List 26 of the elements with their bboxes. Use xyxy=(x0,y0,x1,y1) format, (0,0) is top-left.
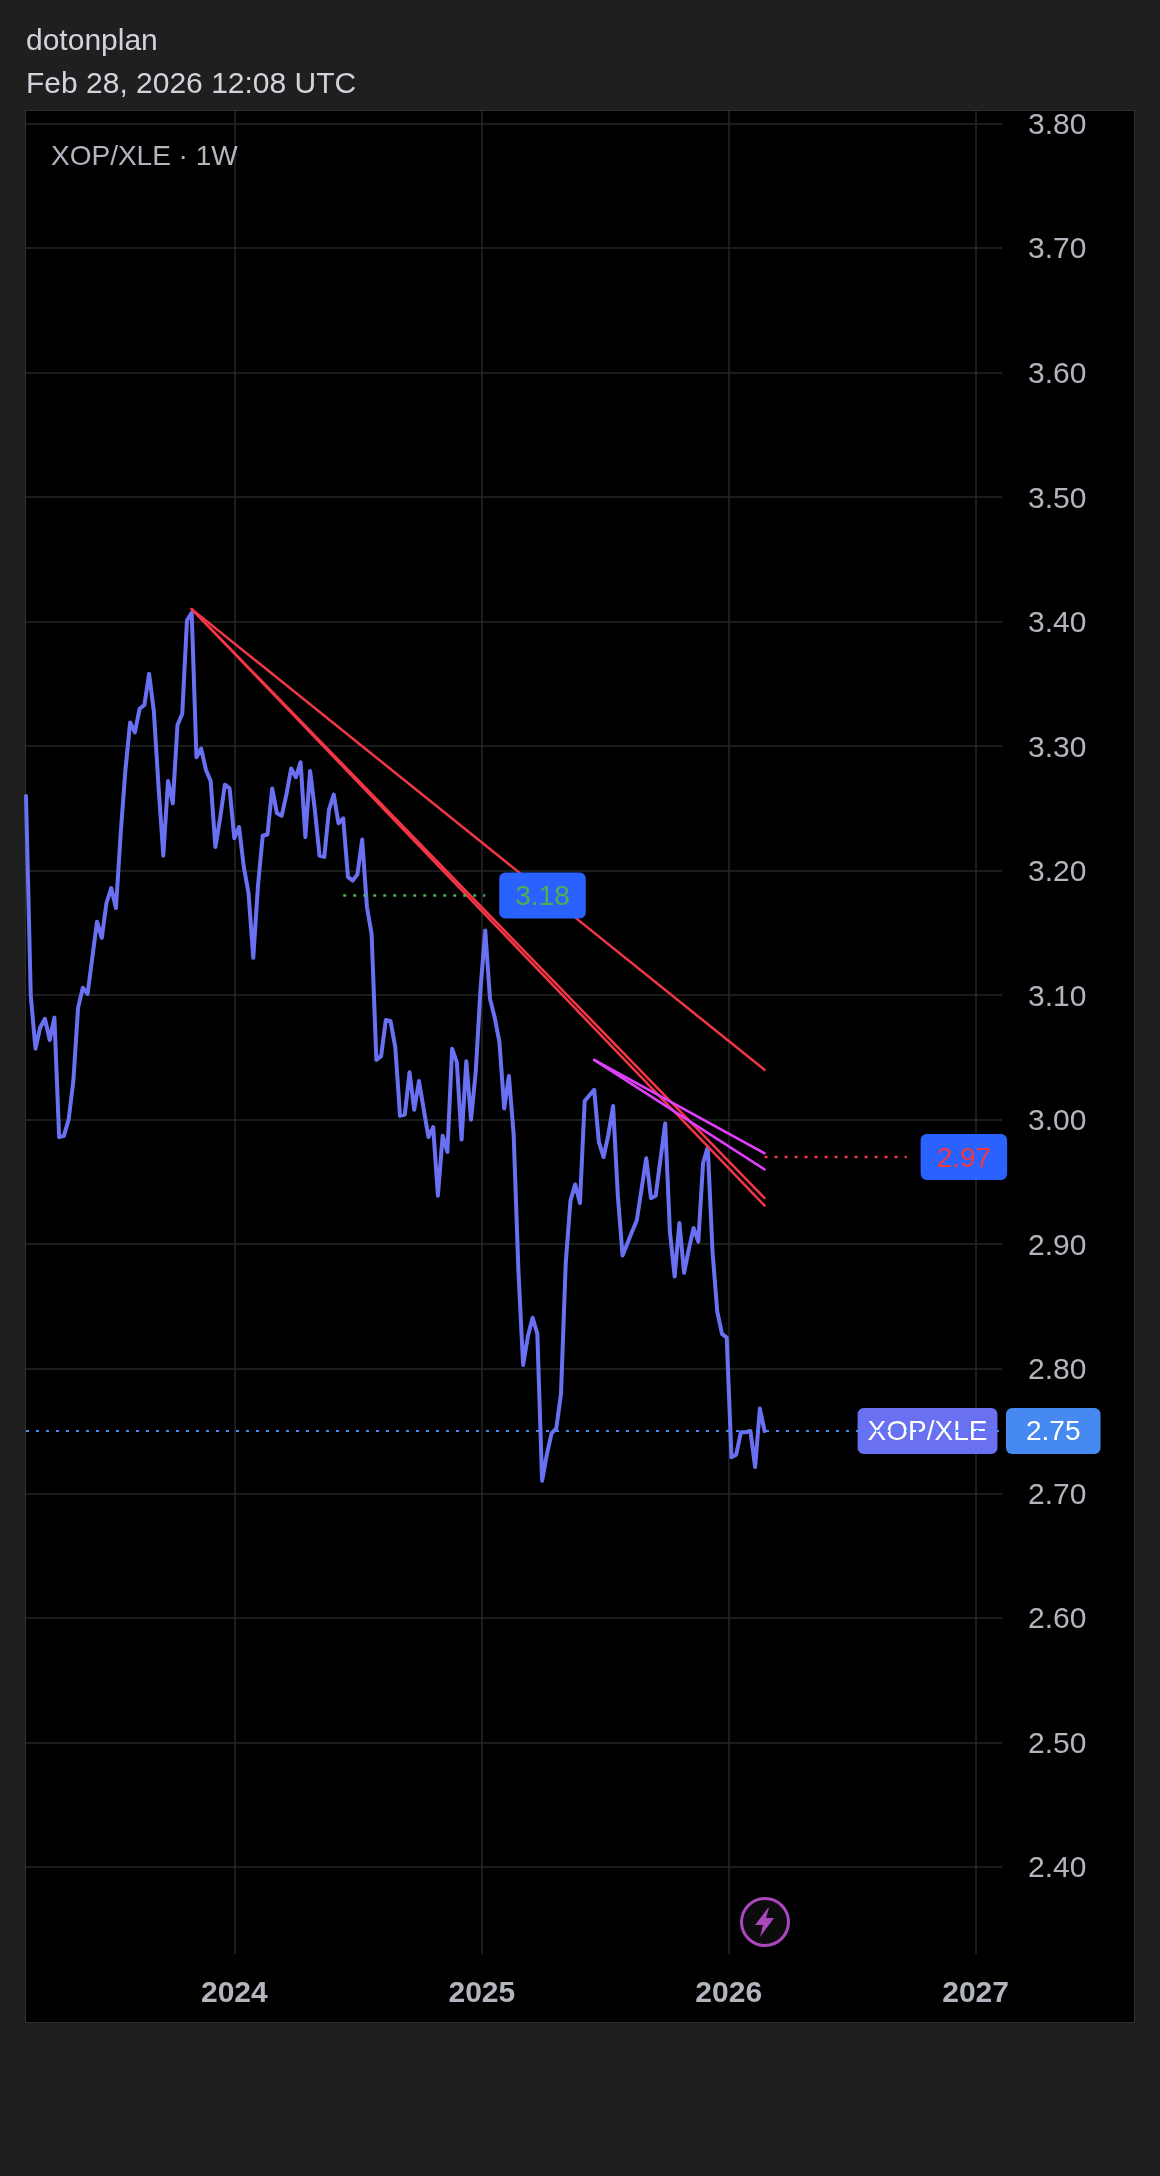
y-tick-label: 3.60 xyxy=(1028,356,1087,390)
x-tick-label: 2027 xyxy=(942,1974,1009,2008)
y-tick-label: 3.10 xyxy=(1028,978,1087,1012)
x-tick-label: 2026 xyxy=(695,1974,763,2008)
y-tick-label: 2.70 xyxy=(1028,1476,1087,1510)
y-tick-label: 3.00 xyxy=(1028,1103,1087,1137)
y-tick-label: 2.60 xyxy=(1028,1601,1087,1635)
y-tick-label: 2.50 xyxy=(1028,1725,1087,1759)
text: dotonplan xyxy=(26,22,158,58)
text: Feb 28, 2026 12:08 UTC xyxy=(26,65,357,101)
y-tick-label: 3.30 xyxy=(1028,729,1087,763)
x-tick-label: 2025 xyxy=(448,1974,516,2008)
y-tick-label: 2.90 xyxy=(1028,1227,1087,1261)
text: XOP/XLE xyxy=(867,1415,988,1447)
ref-line-label: 2.75 xyxy=(1026,1415,1081,1447)
y-tick-label: 3.70 xyxy=(1028,231,1087,265)
y-tick-label: 3.40 xyxy=(1028,605,1087,639)
y-tick-label: 3.20 xyxy=(1028,854,1087,888)
data-label: 3.18 xyxy=(515,880,570,912)
x-tick-label: 2024 xyxy=(200,1974,268,2008)
y-tick-label: 3.80 xyxy=(1028,106,1087,140)
y-tick-label: 2.80 xyxy=(1028,1352,1087,1386)
y-tick-label: 3.50 xyxy=(1028,480,1087,514)
y-tick-label: 2.40 xyxy=(1028,1850,1087,1884)
data-label: 2.97 xyxy=(936,1141,992,1173)
text: XOP/XLE · 1W xyxy=(51,139,239,171)
